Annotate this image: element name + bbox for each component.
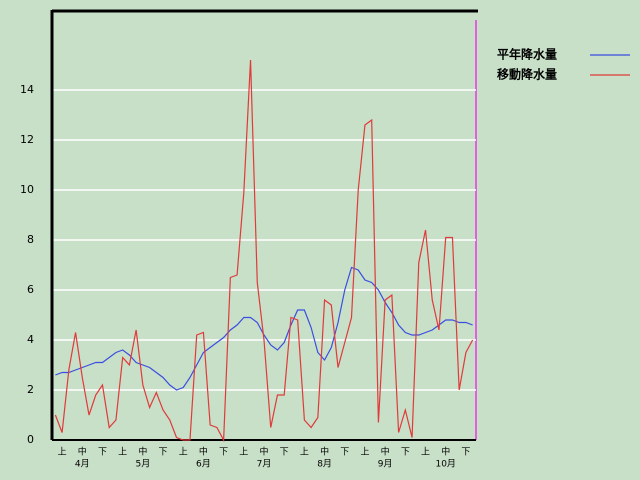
y-tick-label: 4	[27, 333, 34, 346]
x-tick-label: 下	[401, 448, 410, 458]
x-tick-label: 下	[98, 448, 107, 458]
y-tick-label: 14	[20, 83, 34, 96]
x-tick-label: 下	[219, 448, 228, 458]
x-tick-label: 上	[179, 447, 188, 458]
legend-label: 平年降水量	[497, 47, 557, 62]
x-tick-label: 下	[280, 448, 289, 458]
x-tick-label: 下	[461, 448, 470, 458]
x-tick-label: 中	[78, 446, 87, 458]
x-tick-label: 上	[421, 447, 430, 458]
x-tick-label: 中	[441, 446, 450, 458]
x-tick-label: 上	[239, 447, 248, 458]
month-label: 5月	[135, 459, 150, 470]
legend-label: 移動降水量	[497, 67, 557, 82]
x-tick-label: 中	[138, 446, 147, 458]
x-tick-label: 上	[58, 447, 67, 458]
y-tick-label: 10	[20, 183, 34, 196]
y-tick-label: 2	[27, 383, 34, 396]
x-tick-label: 上	[300, 447, 309, 458]
month-label: 7月	[257, 459, 272, 470]
month-label: 6月	[196, 459, 211, 470]
month-label: 9月	[378, 459, 393, 470]
month-label: 10月	[435, 459, 455, 470]
y-tick-label: 8	[27, 233, 34, 246]
x-tick-label: 中	[259, 446, 268, 458]
y-tick-label: 0	[27, 433, 34, 446]
x-tick-label: 上	[118, 447, 127, 458]
x-tick-label: 中	[320, 446, 329, 458]
month-label: 8月	[317, 459, 332, 470]
series-line	[54, 59, 474, 443]
series-line	[55, 266, 473, 391]
x-tick-label: 下	[340, 448, 349, 458]
y-tick-label: 12	[20, 133, 34, 146]
month-label: 4月	[75, 459, 90, 470]
x-tick-label: 下	[159, 448, 168, 458]
x-tick-label: 中	[381, 446, 390, 458]
x-tick-label: 中	[199, 446, 208, 458]
y-tick-label: 6	[27, 283, 34, 296]
x-tick-label: 上	[360, 447, 369, 458]
